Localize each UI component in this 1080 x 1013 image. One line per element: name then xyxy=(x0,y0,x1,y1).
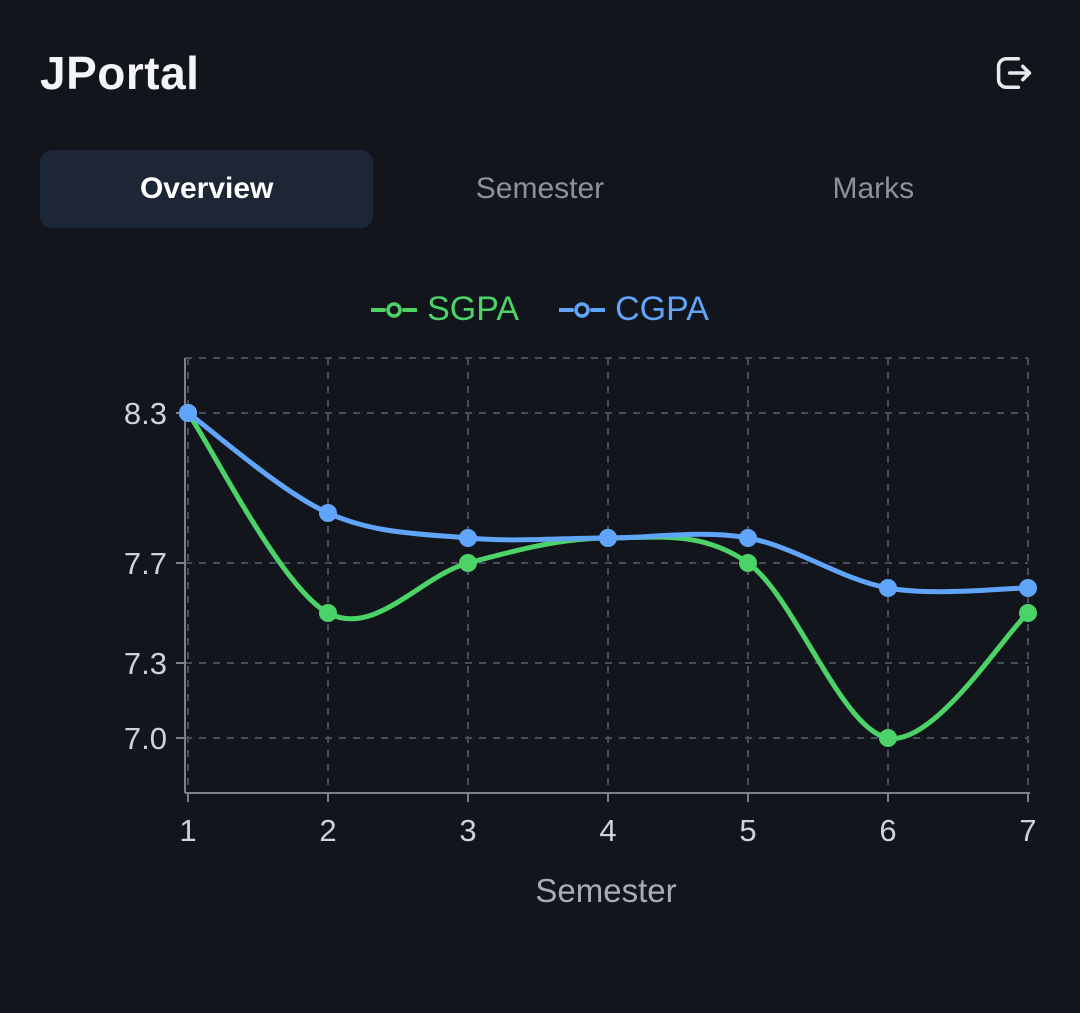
x-tick-label: 1 xyxy=(179,813,196,848)
x-tick-label: 4 xyxy=(599,813,616,848)
tab-bar: Overview Semester Marks xyxy=(40,150,1040,228)
tab-semester[interactable]: Semester xyxy=(373,150,706,228)
gpa-line-chart[interactable]: 8.3 7.7 7.3 7.0 1 2 3 4 5 6 7 xyxy=(0,343,1080,855)
tab-overview[interactable]: Overview xyxy=(40,150,374,228)
x-tick-label: 2 xyxy=(319,813,336,848)
y-tick-label: 7.0 xyxy=(124,721,167,756)
x-tick-label: 6 xyxy=(879,813,896,848)
y-tick-label: 8.3 xyxy=(124,396,167,431)
app-header: JPortal xyxy=(40,0,1040,100)
sgpa-data-point[interactable] xyxy=(879,729,897,747)
gpa-chart-container: 8.3 7.7 7.3 7.0 1 2 3 4 5 6 7 xyxy=(0,343,1080,860)
legend-item-cgpa[interactable]: CGPA xyxy=(559,290,709,329)
line-circle-marker-icon xyxy=(371,301,418,318)
y-tick-label: 7.7 xyxy=(124,546,167,581)
cgpa-data-point[interactable] xyxy=(319,504,337,522)
cgpa-data-point[interactable] xyxy=(739,529,757,547)
cgpa-data-point[interactable] xyxy=(179,404,197,422)
legend-item-sgpa[interactable]: SGPA xyxy=(371,290,519,329)
y-tick-label: 7.3 xyxy=(124,646,167,681)
logout-button[interactable] xyxy=(988,47,1040,99)
sgpa-data-point[interactable] xyxy=(319,604,337,622)
cgpa-data-point[interactable] xyxy=(599,529,617,547)
tab-marks[interactable]: Marks xyxy=(707,150,1040,228)
cgpa-data-point[interactable] xyxy=(1019,579,1037,597)
sgpa-data-point[interactable] xyxy=(459,554,477,572)
line-circle-marker-icon xyxy=(559,301,606,318)
sgpa-data-point[interactable] xyxy=(739,554,757,572)
chart-legend: SGPA CGPA xyxy=(0,290,1080,329)
sgpa-data-point[interactable] xyxy=(1019,604,1037,622)
cgpa-data-point[interactable] xyxy=(459,529,477,547)
x-tick-label: 3 xyxy=(459,813,476,848)
x-axis-title: Semester xyxy=(535,872,677,909)
x-tick-label: 7 xyxy=(1019,813,1036,848)
legend-label-sgpa: SGPA xyxy=(427,290,520,328)
legend-label-cgpa: CGPA xyxy=(615,290,709,328)
app-title: JPortal xyxy=(40,47,200,99)
cgpa-data-point[interactable] xyxy=(879,579,897,597)
x-tick-label: 5 xyxy=(739,813,756,848)
logout-icon xyxy=(996,56,1032,90)
